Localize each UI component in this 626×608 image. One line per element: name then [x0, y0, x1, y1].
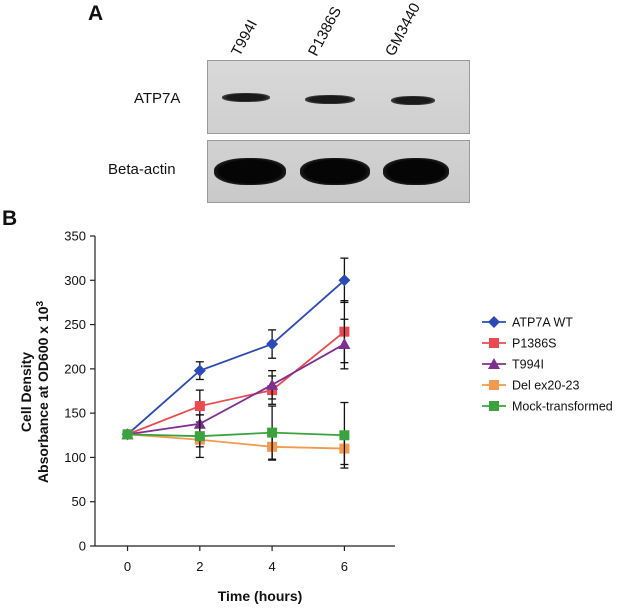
series-line-1	[127, 330, 345, 436]
y-tick-label-350: 350	[64, 229, 86, 244]
row-label-beta-actin: Beta-actin	[108, 161, 176, 178]
band-atp7a-lane-3	[391, 96, 435, 105]
data-point	[338, 338, 351, 350]
legend-marker	[488, 358, 500, 369]
y-axis-title-line1: Cell Density	[18, 352, 34, 432]
band-actin-lane-1	[214, 158, 286, 185]
data-point	[266, 378, 279, 390]
data-point	[194, 431, 205, 442]
series-line-3	[127, 433, 345, 450]
panel-letter-a: A	[88, 2, 104, 25]
series-0	[121, 257, 351, 441]
x-tick-label-0: 0	[124, 559, 131, 574]
legend-item-4: Mock-transformed	[482, 400, 613, 414]
legend-label: Mock-transformed	[512, 400, 613, 414]
y-tick-label-100: 100	[64, 450, 86, 465]
series-2	[121, 318, 351, 440]
legend-label: ATP7A WT	[512, 316, 573, 330]
legend-item-3: Del ex20-23	[482, 379, 579, 393]
legend-label: Del ex20-23	[512, 379, 579, 393]
legend-marker	[488, 316, 500, 328]
data-point	[338, 274, 351, 287]
panel-letter-b: B	[2, 207, 18, 230]
y-axis-title-text: Absorbance at OD600 x 10	[35, 306, 51, 483]
series-1	[122, 300, 350, 440]
x-tick-label-2: 2	[196, 559, 203, 574]
y-tick-label-0: 0	[79, 539, 86, 554]
x-tick-label-6: 6	[341, 559, 348, 574]
row-label-atp7a: ATP7A	[134, 90, 181, 107]
series-4	[122, 401, 350, 469]
y-axis-title-line2: Absorbance at OD600 x 103	[35, 300, 51, 483]
legend-marker	[489, 338, 499, 348]
x-tick-label-4: 4	[268, 559, 275, 574]
series-line-0	[126, 279, 345, 436]
legend-item-1: P1386S	[482, 337, 556, 351]
legend-marker	[489, 380, 499, 390]
data-point	[122, 429, 133, 440]
series-line-4	[127, 431, 345, 438]
legend-label: P1386S	[512, 337, 556, 351]
band-actin-lane-3	[383, 158, 449, 185]
y-axis-title-superscript: 3	[35, 300, 46, 306]
blot-atp7a	[207, 60, 470, 134]
blot-beta-actin	[207, 140, 470, 203]
data-point	[193, 364, 206, 377]
band-actin-lane-2	[300, 158, 370, 185]
y-tick-label-300: 300	[64, 273, 86, 288]
y-tick-label-150: 150	[64, 406, 86, 421]
x-axis-title: Time (hours)	[218, 588, 303, 604]
y-tick-label-250: 250	[64, 317, 86, 332]
band-atp7a-lane-1	[222, 93, 270, 102]
legend-item-2: T994I	[482, 358, 544, 372]
band-atp7a-lane-2	[305, 95, 355, 104]
series-line-2	[127, 343, 345, 436]
legend-marker	[489, 401, 499, 411]
y-tick-label-200: 200	[64, 361, 86, 376]
data-point	[194, 401, 205, 412]
legend-item-0: ATP7A WT	[482, 316, 573, 330]
data-point	[267, 427, 278, 438]
data-point	[339, 430, 350, 441]
y-tick-label-50: 50	[72, 494, 86, 509]
legend-label: T994I	[512, 358, 544, 372]
data-point	[266, 338, 279, 351]
